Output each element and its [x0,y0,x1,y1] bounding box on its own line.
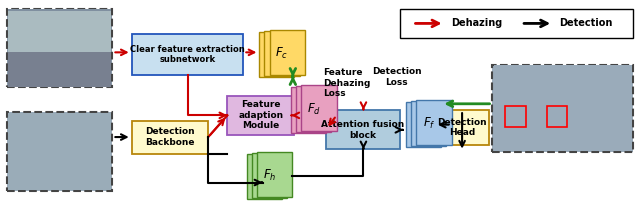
FancyBboxPatch shape [301,85,337,131]
FancyBboxPatch shape [400,9,633,38]
FancyBboxPatch shape [412,101,447,146]
Text: Detection
Loss: Detection Loss [372,67,422,87]
Text: Detection: Detection [559,19,613,28]
Text: Feature
Dehazing
Loss: Feature Dehazing Loss [323,68,371,98]
FancyBboxPatch shape [406,102,442,147]
Text: Detection
Backbone: Detection Backbone [145,127,195,147]
Text: $F_{c}$: $F_{c}$ [275,46,289,61]
FancyBboxPatch shape [417,100,452,145]
FancyBboxPatch shape [291,88,326,133]
Bar [547,106,567,127]
FancyBboxPatch shape [264,31,300,76]
Text: $F_{f}$: $F_{f}$ [422,116,435,131]
Bar [8,113,111,190]
FancyBboxPatch shape [7,112,113,191]
Bar [493,65,632,151]
Bar [8,9,111,87]
FancyBboxPatch shape [326,110,400,150]
Text: $F_{d}$: $F_{d}$ [307,102,321,117]
FancyBboxPatch shape [257,152,292,197]
Bar [8,11,111,52]
Text: Detection
Head: Detection Head [437,118,487,137]
Text: Dehazing: Dehazing [451,19,502,28]
FancyBboxPatch shape [252,153,287,198]
FancyBboxPatch shape [227,96,294,135]
FancyBboxPatch shape [435,110,489,145]
Text: $F_{h}$: $F_{h}$ [262,168,276,183]
Bar [8,52,111,87]
FancyBboxPatch shape [259,32,294,77]
FancyBboxPatch shape [246,154,282,199]
FancyBboxPatch shape [492,65,633,151]
Text: Clear feature extraction
subnetwork: Clear feature extraction subnetwork [130,45,245,64]
Text: Feature
adaption
Module: Feature adaption Module [238,100,284,130]
FancyBboxPatch shape [132,120,208,154]
FancyBboxPatch shape [132,34,243,75]
FancyBboxPatch shape [7,9,113,88]
Text: Attention fusion
block: Attention fusion block [321,120,404,140]
FancyBboxPatch shape [296,87,332,132]
Bar [505,106,525,127]
FancyBboxPatch shape [269,30,305,75]
